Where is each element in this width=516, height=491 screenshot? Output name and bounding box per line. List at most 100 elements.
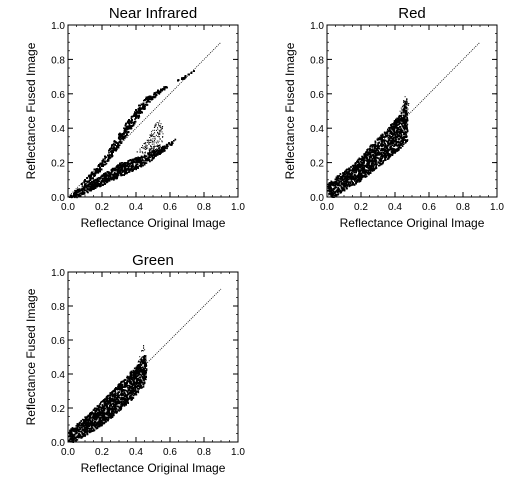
data-point (152, 135, 154, 137)
data-point (165, 143, 168, 146)
data-point (151, 141, 153, 143)
data-point (99, 168, 101, 171)
data-point (90, 186, 93, 189)
data-point (125, 168, 128, 171)
data-point (134, 118, 136, 120)
data-point (158, 147, 160, 149)
data-point (141, 159, 144, 161)
data-point (156, 129, 157, 131)
data-point (143, 156, 146, 158)
data-point (151, 134, 153, 136)
data-point (132, 163, 134, 166)
data-point (119, 136, 121, 139)
data-point (150, 152, 152, 154)
data-point (110, 154, 112, 157)
data-point (132, 124, 135, 127)
data-point (116, 146, 118, 149)
data-point (147, 152, 149, 154)
data-point (148, 98, 151, 100)
data-point (84, 179, 86, 181)
data-point (139, 109, 141, 111)
data-point (155, 123, 157, 125)
data-point (157, 127, 158, 129)
data-point (113, 169, 115, 172)
data-point (150, 134, 152, 136)
data-point (154, 145, 156, 147)
data-point (156, 146, 158, 147)
data-point (149, 152, 151, 154)
data-point (111, 144, 114, 146)
data-point (121, 164, 124, 166)
data-point (142, 145, 143, 147)
data-point (121, 162, 123, 164)
data-point (160, 88, 162, 91)
scatter-points (69, 70, 195, 199)
data-point (93, 168, 96, 171)
data-point (152, 150, 154, 153)
data-point (129, 120, 132, 123)
data-point (77, 195, 79, 198)
data-point (93, 175, 95, 177)
data-point (90, 174, 92, 177)
data-point (163, 145, 166, 148)
data-point (92, 177, 94, 180)
data-point (123, 130, 126, 132)
data-point (109, 175, 112, 178)
data-point (122, 137, 125, 139)
data-point (148, 153, 150, 155)
data-point (124, 132, 126, 134)
scatter-points (327, 96, 410, 198)
data-point (158, 91, 160, 94)
data-point (81, 188, 84, 191)
data-point (86, 180, 88, 183)
data-point (113, 175, 115, 178)
data-point (144, 151, 146, 153)
data-point (148, 159, 151, 161)
data-point (88, 179, 91, 181)
data-point (89, 179, 92, 182)
data-point (127, 120, 129, 123)
data-point (111, 171, 113, 173)
data-point (163, 150, 166, 152)
data-point (99, 166, 101, 169)
data-point (121, 134, 124, 136)
data-point (153, 149, 155, 152)
data-point (132, 122, 135, 125)
data-point (145, 147, 147, 148)
data-point (160, 151, 162, 154)
data-point (168, 142, 170, 144)
data-point (181, 78, 183, 80)
data-point (114, 168, 116, 171)
data-point (128, 170, 131, 173)
data-point (124, 135, 127, 137)
data-point (156, 145, 158, 147)
data-point (126, 128, 128, 131)
data-point (157, 128, 159, 130)
data-point (145, 144, 147, 146)
data-point (136, 163, 139, 165)
data-point (158, 134, 159, 136)
data-point (128, 125, 130, 128)
data-point (76, 189, 78, 192)
data-point (133, 168, 135, 170)
data-point (117, 168, 119, 170)
data-point (85, 189, 87, 192)
data-point (162, 136, 164, 137)
data-point (77, 190, 80, 193)
data-point (91, 184, 93, 187)
data-point (169, 143, 171, 146)
data-point (150, 148, 152, 150)
data-point (108, 156, 110, 159)
data-point (144, 143, 146, 145)
data-point (76, 191, 78, 194)
data-point (90, 184, 92, 186)
data-point (139, 110, 141, 112)
data-point (131, 115, 134, 118)
data-point (125, 169, 127, 172)
data-point (97, 172, 99, 174)
data-point (91, 171, 93, 174)
data-point (100, 180, 103, 182)
data-point (119, 142, 121, 144)
data-point (117, 146, 120, 149)
data-point (115, 168, 118, 171)
